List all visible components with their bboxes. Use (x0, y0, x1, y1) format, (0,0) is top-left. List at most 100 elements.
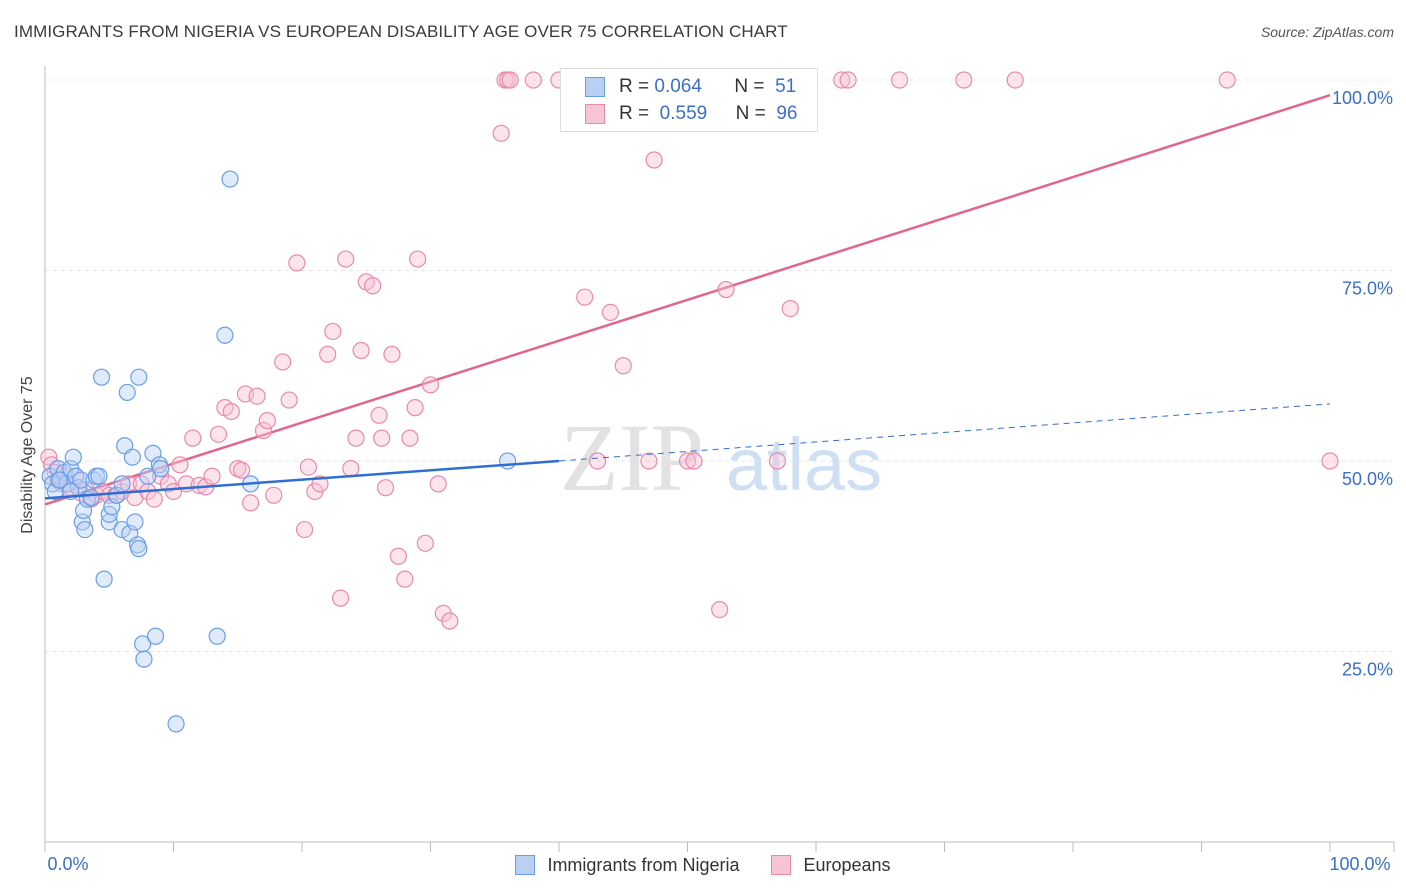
n-label: N = (735, 103, 766, 124)
data-point (337, 250, 355, 268)
trendline-europeans-line (44, 94, 1331, 506)
data-point (288, 254, 306, 272)
data-point (1218, 71, 1236, 89)
data-point (222, 402, 240, 421)
data-point (614, 357, 632, 375)
data-point (76, 520, 94, 539)
data-point (265, 486, 283, 504)
data-point (280, 391, 298, 409)
legend-row-nigeria: R = 0.064 N = 51 (585, 75, 796, 99)
data-point (274, 353, 292, 371)
y-tick-label: 100.0% (1332, 88, 1393, 108)
data-point (216, 326, 234, 344)
r-label: R = (619, 103, 650, 124)
data-point (524, 71, 542, 89)
data-point (118, 383, 136, 402)
data-point (126, 513, 144, 531)
data-point (685, 452, 703, 470)
data-point (299, 458, 318, 476)
series-europeans (40, 71, 1339, 630)
x-tick-label-left: 0.0% (47, 854, 88, 874)
data-point (441, 612, 459, 630)
data-point (373, 429, 391, 447)
data-point (319, 345, 337, 363)
data-point (347, 429, 365, 447)
data-point (342, 460, 360, 478)
data-point (113, 520, 131, 539)
r-value: 0.064 (654, 76, 702, 97)
r-label: R = (619, 76, 650, 97)
data-point (401, 429, 419, 447)
data-point (209, 425, 228, 443)
data-point (146, 627, 165, 645)
data-point (839, 71, 857, 89)
legend-label-europeans: Europeans (803, 854, 891, 875)
data-point (221, 170, 239, 188)
data-point (82, 488, 100, 507)
data-point (389, 547, 407, 565)
data-point (130, 540, 148, 558)
y-tick-label: 25.0% (1342, 660, 1393, 680)
data-point (258, 412, 276, 430)
trendline-immigrants-from-nigeria (44, 403, 1331, 500)
data-point (64, 448, 82, 466)
data-point (768, 452, 787, 470)
n-label: N = (734, 76, 765, 97)
data-point (134, 635, 152, 653)
data-point (396, 570, 414, 588)
data-point (123, 448, 141, 466)
trendline-nigeria-dashed (558, 403, 1331, 462)
data-point (92, 368, 111, 386)
y-tick-label: 75.0% (1342, 279, 1393, 299)
data-point (50, 471, 68, 489)
data-point (233, 461, 251, 479)
data-point (409, 250, 427, 268)
y-axis-label: Disability Age Over 75 (19, 376, 36, 534)
axes (44, 66, 1395, 852)
data-point (135, 650, 153, 668)
data-point (324, 322, 342, 341)
data-point (499, 452, 517, 470)
legend-item-europeans: Europeans (771, 854, 891, 876)
data-point (429, 475, 447, 493)
legend-item-nigeria: Immigrants from Nigeria (515, 855, 739, 876)
series-legend: Immigrants from Nigeria Europeans (0, 852, 1406, 878)
data-point (90, 467, 108, 485)
data-point (501, 71, 519, 89)
data-point (421, 376, 440, 394)
n-value: 96 (776, 103, 798, 124)
data-point (208, 627, 226, 645)
data-point (364, 277, 382, 295)
legend-label-nigeria: Immigrants from Nigeria (547, 854, 740, 875)
data-point (248, 387, 266, 405)
chart-title: IMMIGRANTS FROM NIGERIA VS EUROPEAN DISA… (14, 22, 788, 41)
legend-swatch-pink (585, 104, 605, 124)
data-point (383, 345, 401, 363)
r-value: 0.559 (659, 103, 708, 124)
y-tick-labels: 25.0% 50.0% 75.0% 100.0% (1332, 88, 1393, 680)
data-point (492, 124, 510, 142)
n-value: 51 (775, 76, 797, 97)
y-tick-label: 50.0% (1342, 469, 1393, 489)
data-point (601, 303, 620, 322)
data-point (171, 456, 189, 474)
data-point (242, 494, 260, 512)
data-point (113, 475, 131, 493)
data-point (1321, 452, 1339, 470)
data-point (406, 399, 424, 417)
series-immigrants-from-nigeria (41, 170, 517, 733)
legend-swatch-pink (771, 855, 792, 875)
data-point (588, 452, 607, 470)
legend-swatch-blue (515, 855, 536, 875)
data-point (254, 421, 273, 440)
data-point (640, 452, 658, 470)
x-tick-labels: 0.0% 100.0% (47, 854, 1390, 874)
watermark-atlas: atlas (726, 423, 882, 506)
data-point (145, 490, 163, 508)
data-point (203, 467, 221, 485)
data-point (890, 71, 909, 89)
data-point (955, 71, 973, 89)
data-point (1006, 71, 1024, 89)
grid-lines (45, 79, 1392, 652)
data-point (184, 429, 202, 447)
